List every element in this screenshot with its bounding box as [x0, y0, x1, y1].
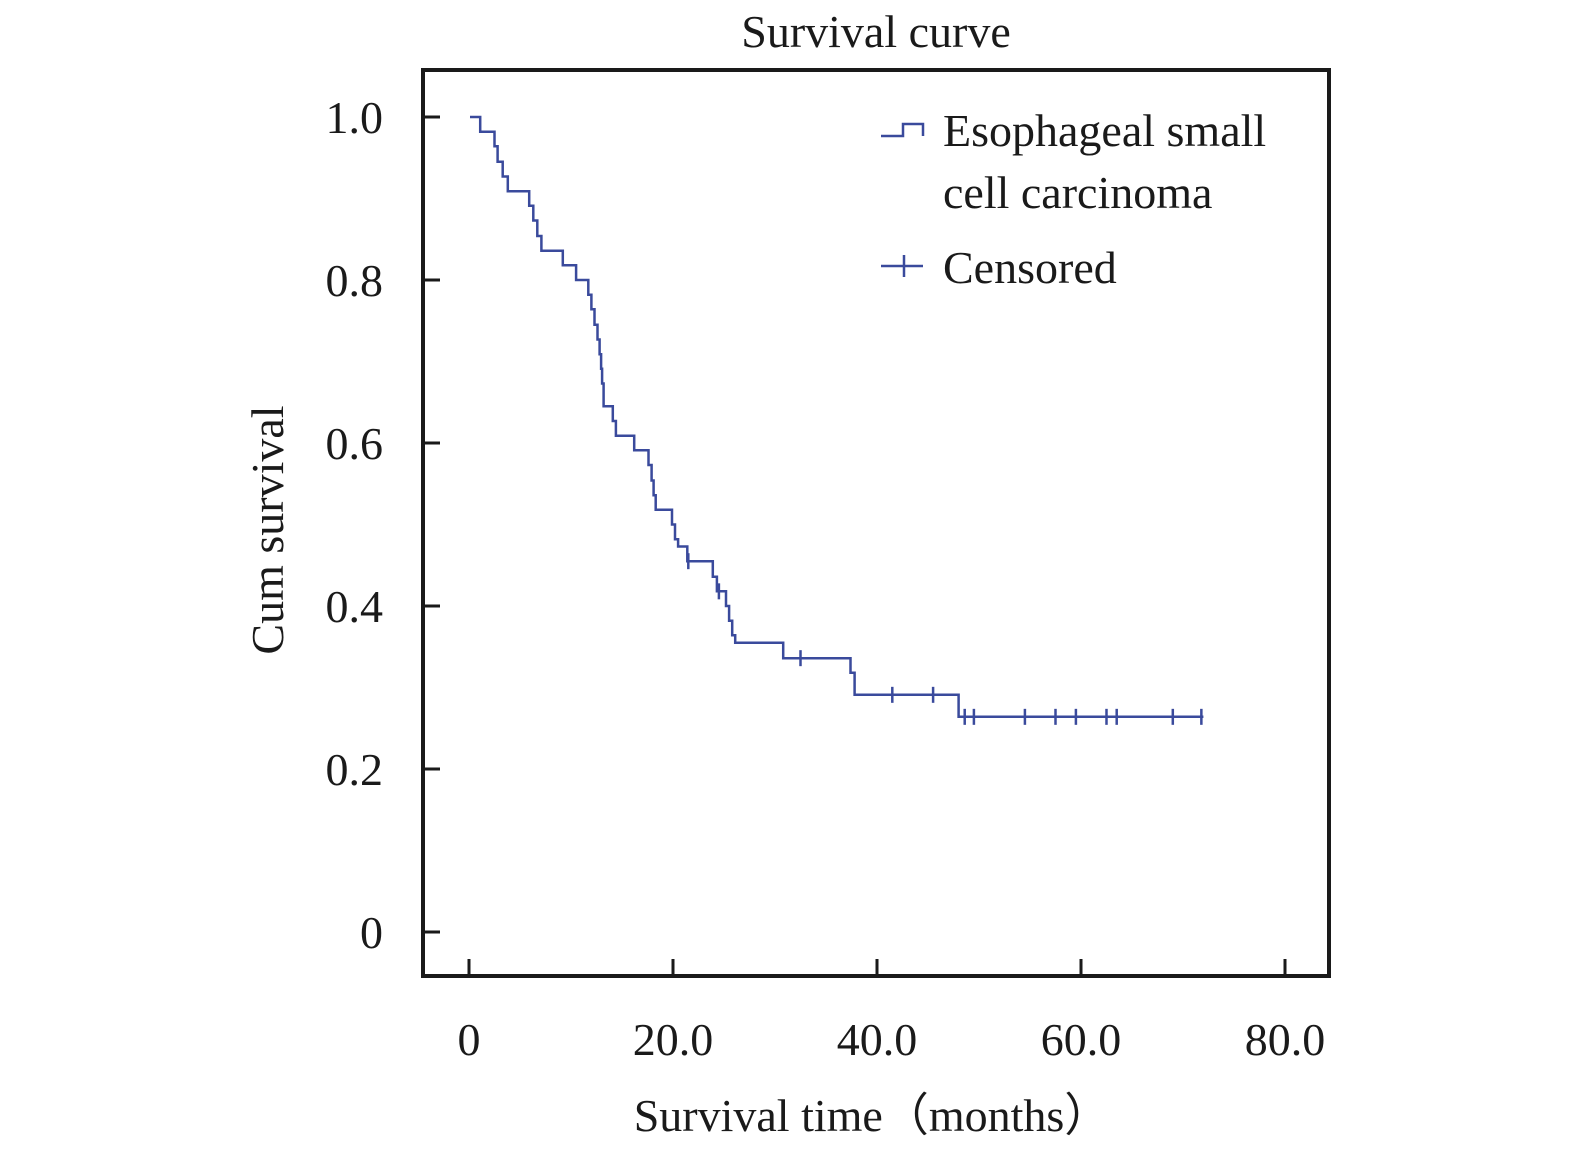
y-tick-label: 0.2	[326, 744, 384, 795]
chart-title: Survival curve	[741, 6, 1011, 57]
y-tick-label: 0	[360, 907, 383, 958]
legend-label-line: Esophageal small	[943, 105, 1266, 156]
y-tick-label: 0.8	[326, 255, 384, 306]
x-axis-label: Survival time（months）	[634, 1090, 1111, 1141]
legend-label-line: cell carcinoma	[943, 167, 1212, 218]
y-tick-label: 0.6	[326, 418, 384, 469]
legend-step-icon	[881, 122, 925, 138]
y-axis-label: Cum survival	[242, 405, 293, 654]
x-tick-label: 80.0	[1245, 1014, 1326, 1065]
x-axis: 0 20.0 40.0 60.0 80.0	[458, 959, 1326, 1065]
legend: Esophageal small cell carcinoma Censored	[881, 105, 1266, 293]
legend-label-line: Censored	[943, 242, 1117, 293]
x-tick-label: 20.0	[633, 1014, 714, 1065]
y-tick-label: 1.0	[326, 92, 384, 143]
y-axis: 0 0.2 0.4 0.6 0.8 1.0	[326, 92, 440, 958]
x-tick-label: 40.0	[837, 1014, 918, 1065]
x-tick-label: 60.0	[1041, 1014, 1122, 1065]
series-layer	[470, 115, 1204, 725]
survival-step-line	[470, 115, 1204, 719]
x-tick-label: 0	[458, 1014, 481, 1065]
y-tick-label: 0.4	[326, 581, 384, 632]
